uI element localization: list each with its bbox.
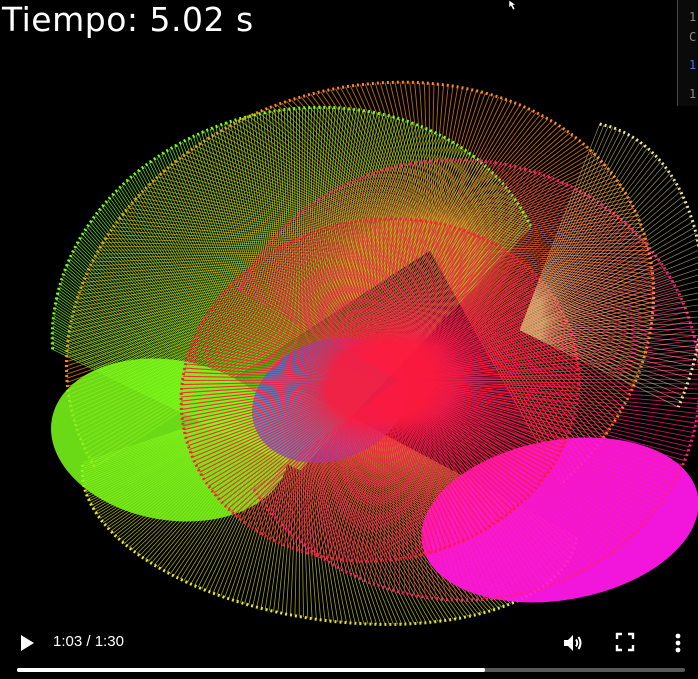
mouse-cursor-icon [508,0,517,10]
played-bar [17,668,485,672]
line-number: 1 [689,58,697,72]
progress-bar[interactable] [17,668,685,672]
current-time: 1:03 [53,633,83,650]
line-number: 1 [689,10,697,24]
code-editor-edge: 1 C 1 1 [677,0,698,106]
spiral-visualization [50,80,698,626]
more-vert-icon[interactable] [668,631,688,655]
time-overlay-text: Tiempo: 5.02 s [2,0,254,39]
player-controls: 1:03 / 1:30 [0,620,698,679]
duration: 1:30 [94,633,124,650]
pale-yellow-fan [519,122,698,408]
fullscreen-icon[interactable] [614,631,636,653]
line-number: 1 [689,87,697,101]
time-display: 1:03 / 1:30 [53,633,124,650]
time-separator: / [82,633,95,650]
line-number: C [689,30,697,44]
red-fan [179,217,581,563]
play-icon[interactable] [15,632,37,654]
volume-icon[interactable] [561,631,585,655]
